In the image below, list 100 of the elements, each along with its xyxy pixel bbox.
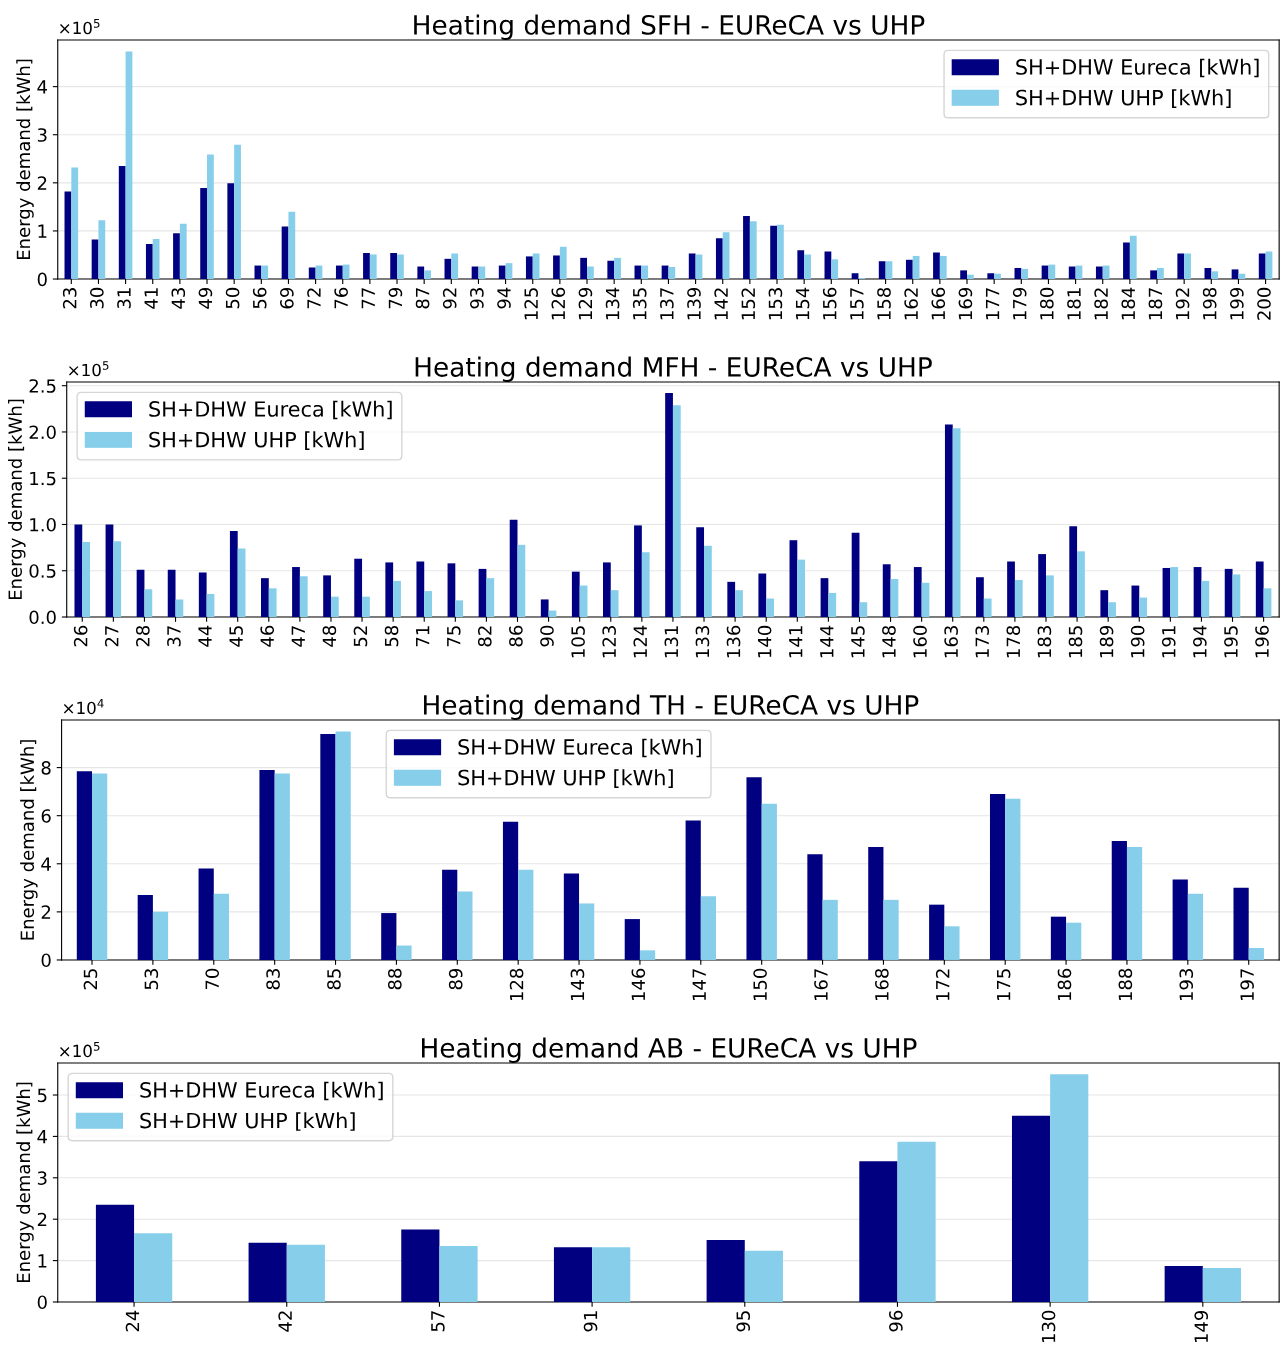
bar	[1233, 887, 1249, 960]
chart-title: Heating demand AB - EUReCA vs UHP	[422, 1037, 917, 1063]
bar	[417, 266, 425, 280]
x-tick-label: 129	[578, 287, 593, 320]
bar	[607, 260, 615, 280]
bar	[118, 165, 126, 280]
bar	[323, 575, 331, 618]
x-tick-label: 150	[753, 968, 767, 1001]
x-tick-label: 189	[1099, 625, 1114, 658]
y-tick-label: 4	[41, 857, 51, 871]
bar	[92, 773, 108, 960]
bar	[859, 1161, 898, 1302]
bar	[665, 393, 673, 618]
x-tick-label: 76	[334, 287, 348, 309]
bar	[390, 253, 398, 280]
x-tick-label: 93	[470, 288, 484, 309]
bar	[905, 259, 913, 280]
y-tick-label: 6	[41, 809, 51, 823]
x-tick-label: 181	[1067, 288, 1081, 320]
bar	[137, 895, 153, 960]
bar	[749, 221, 757, 280]
y-tick-label: 2.5	[29, 379, 56, 393]
bar	[746, 777, 762, 960]
bar	[807, 854, 823, 960]
bar	[789, 540, 798, 618]
x-tick-label: 57	[431, 1311, 445, 1332]
bar	[393, 580, 401, 618]
x-tick-label: 185	[1068, 626, 1083, 658]
x-tick-label: 90	[540, 625, 554, 647]
bar	[1100, 590, 1109, 618]
bar	[777, 224, 784, 280]
bar	[451, 253, 459, 280]
legend-label: SH+DHW Eureca [kWh]	[458, 738, 701, 758]
x-tick-label: 196	[1255, 625, 1269, 658]
bar	[851, 532, 860, 618]
bar	[851, 273, 859, 280]
x-tick-label: 70	[205, 968, 220, 990]
y-tick-label: 1	[38, 224, 47, 238]
bar	[571, 571, 580, 618]
bar	[179, 223, 187, 280]
bar	[1095, 266, 1103, 280]
bar	[695, 254, 703, 280]
bar	[82, 542, 91, 618]
bar	[822, 899, 838, 960]
bar	[442, 869, 458, 960]
y-tick-label: 3	[37, 1171, 47, 1185]
bar	[1184, 253, 1191, 280]
bar	[897, 1141, 936, 1302]
bar	[397, 254, 404, 280]
bar	[292, 567, 300, 618]
bar	[1038, 554, 1046, 618]
bar	[797, 250, 805, 280]
bar	[144, 589, 153, 618]
bar	[198, 572, 207, 618]
bar	[229, 530, 238, 618]
x-tick-label: 52	[353, 626, 368, 647]
bar	[1011, 1115, 1051, 1302]
bar	[207, 154, 214, 280]
x-tick-label: 160	[913, 625, 927, 658]
bar	[213, 893, 229, 960]
bar	[1069, 526, 1078, 618]
bar	[704, 545, 712, 618]
x-tick-label: 175	[997, 969, 1011, 1001]
y-tick-label: 4	[37, 1130, 47, 1144]
x-tick-label: 157	[850, 288, 864, 320]
bar	[610, 590, 619, 618]
y-axis-title: Energy demand [kWh]	[16, 59, 34, 260]
bar	[944, 926, 960, 960]
x-tick-label: 193	[1179, 969, 1194, 1001]
bar	[989, 794, 1006, 960]
x-tick-label: 192	[1175, 288, 1190, 320]
bar	[706, 1239, 745, 1302]
bar	[952, 428, 961, 618]
bar	[1238, 273, 1246, 280]
x-tick-label: 131	[664, 626, 679, 658]
x-tick-label: 26	[73, 625, 88, 647]
y-axis-title: Energy demand [kWh]	[16, 1082, 34, 1283]
bar	[1050, 1074, 1089, 1302]
bar	[152, 911, 169, 960]
bar	[76, 771, 93, 960]
bar	[1231, 269, 1239, 280]
bar	[743, 216, 750, 280]
bar	[498, 265, 506, 280]
x-tick-label: 156	[822, 287, 837, 320]
x-tick-label: 126	[551, 287, 566, 320]
x-tick-label: 105	[571, 626, 585, 658]
bar	[274, 773, 290, 960]
bar	[559, 246, 567, 280]
bar	[455, 600, 464, 618]
bar	[532, 253, 540, 280]
x-tick-label: 125	[524, 288, 538, 320]
bar	[478, 266, 486, 280]
x-tick-label: 48	[322, 625, 337, 647]
x-tick-label: 140	[757, 625, 772, 658]
bar	[363, 253, 370, 280]
x-tick-label: 190	[1130, 625, 1145, 658]
x-tick-label: 166	[931, 287, 946, 320]
bar	[890, 579, 899, 618]
bar	[668, 267, 676, 280]
x-tick-label: 56	[252, 287, 267, 309]
